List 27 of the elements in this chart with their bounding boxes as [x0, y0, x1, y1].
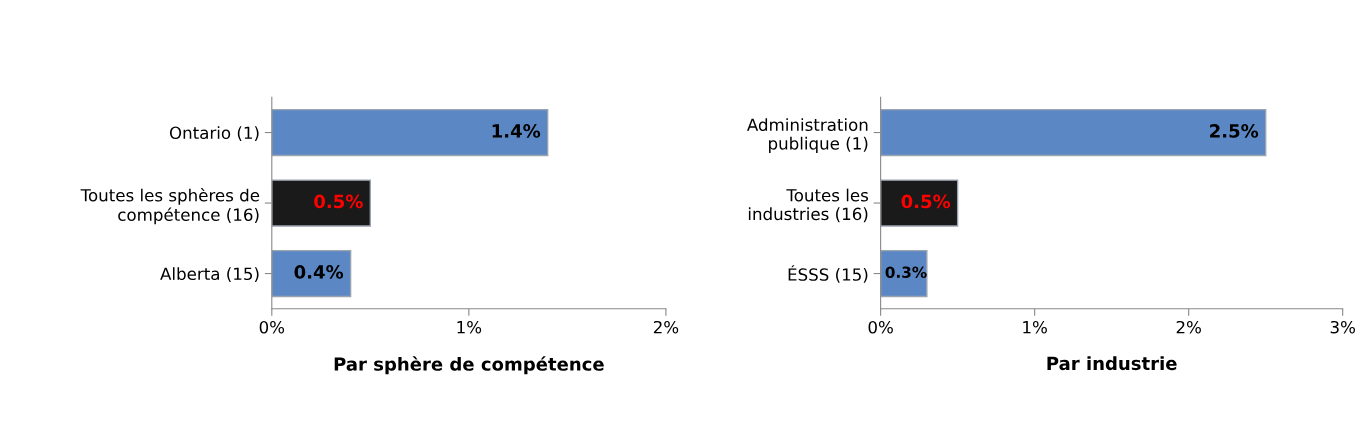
bar	[880, 249, 928, 298]
data-label: 0.4%	[294, 265, 344, 279]
x-tick-label: 3%	[1330, 320, 1355, 334]
data-label: 0.5%	[314, 194, 363, 209]
y-tick-label: Toutes les sphères de compétence (16)	[80, 187, 260, 225]
data-label: 2.5%	[1210, 124, 1259, 138]
x-axis-title: Par industrie	[1047, 356, 1177, 371]
y-tick-label: Administration publique (1)	[747, 118, 868, 153]
x-tick-label: 1%	[457, 320, 482, 334]
data-label: 0.3%	[885, 266, 927, 278]
x-tick-label: 2%	[1176, 320, 1201, 334]
y-tick-label: ÉSSS (15)	[788, 265, 868, 283]
y-tick-label: Toutes les industries (16)	[748, 188, 869, 223]
bar	[271, 179, 372, 227]
data-label: 0.5%	[901, 194, 951, 209]
x-axis-title: Par sphère de compétence	[334, 356, 604, 375]
data-label: 1.4%	[492, 124, 541, 138]
bar	[880, 179, 959, 227]
y-tick-label: Alberta (15)	[160, 267, 259, 283]
y-tick-label: Ontario (1)	[169, 126, 259, 142]
bar	[880, 108, 1267, 157]
x-tick-label: 0%	[868, 320, 893, 334]
x-tick-label: 1%	[1023, 320, 1047, 334]
bar	[271, 108, 549, 157]
x-tick-label: 2%	[653, 320, 679, 334]
bar	[271, 249, 352, 298]
x-tick-label: 0%	[259, 320, 285, 334]
